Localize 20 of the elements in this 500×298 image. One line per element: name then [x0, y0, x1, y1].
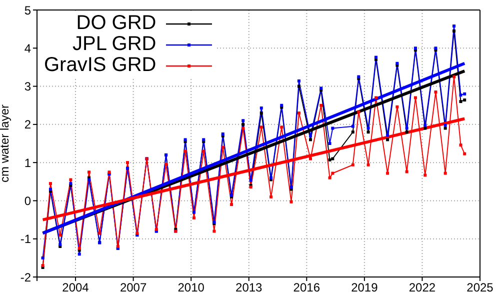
x-tick-label: 2025 [466, 280, 494, 295]
y-tick-label: 2 [24, 118, 32, 132]
y-tick-label: 1 [24, 156, 32, 170]
x-tick-label: 2013 [236, 280, 263, 295]
legend-label: JPL GRD [72, 33, 156, 56]
y-tick-label: 0 [24, 194, 32, 208]
y-tick-label: -2 [20, 270, 32, 284]
x-tick-label: 2007 [120, 280, 147, 295]
y-tick-label: -1 [20, 232, 32, 246]
legend-label: GravIS GRD [44, 54, 156, 77]
y-tick-label: 3 [24, 80, 32, 94]
legend-label: DO GRD [76, 12, 156, 35]
y-tick-label: 4 [24, 41, 32, 56]
x-tick-label: 2004 [62, 280, 90, 295]
x-tick-label: 2010 [178, 280, 205, 295]
y-tick-label: 5 [24, 3, 32, 18]
x-tick-label: 2019 [351, 280, 378, 295]
y-axis-title: cm water layer [0, 104, 12, 183]
x-tick-label: 2022 [408, 280, 436, 295]
x-tick-label: 2016 [293, 280, 320, 295]
